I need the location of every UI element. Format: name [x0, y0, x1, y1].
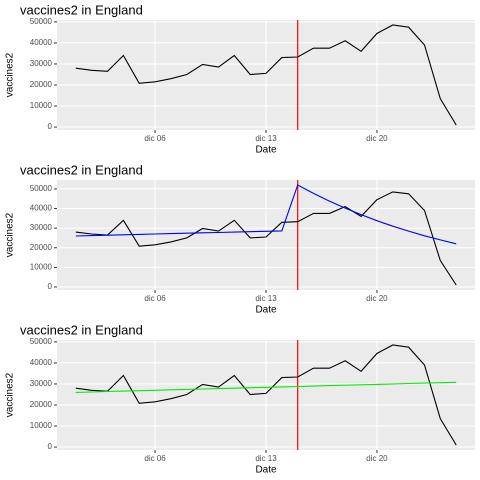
data-line: [75, 24, 457, 126]
chart-title: vaccines2 in England: [20, 2, 143, 17]
y-tick-label: 40000: [30, 358, 53, 367]
y-axis-title: vaccines2: [5, 372, 16, 417]
y-tick-label: 0: [48, 282, 53, 291]
x-tick-label: dic 20: [366, 134, 388, 143]
x-tick-label: dic 13: [255, 134, 277, 143]
y-tick-label: 50000: [30, 17, 53, 26]
y-tick-label: 30000: [30, 379, 53, 388]
x-tick-label: dic 20: [366, 454, 388, 463]
data-line: [75, 381, 457, 393]
data-line: [75, 344, 457, 446]
x-axis-title: Date: [255, 465, 277, 476]
chart-title: vaccines2 in England: [20, 162, 143, 177]
x-axis-title: Date: [255, 145, 277, 156]
y-tick-label: 10000: [30, 101, 53, 110]
y-tick-label: 20000: [30, 400, 53, 409]
y-tick-label: 0: [48, 122, 53, 131]
x-tick-label: dic 13: [255, 454, 277, 463]
y-tick-label: 20000: [30, 243, 53, 252]
data-line: [75, 191, 457, 286]
data-line: [75, 184, 457, 245]
y-tick-label: 0: [48, 442, 53, 451]
y-tick-label: 50000: [30, 184, 53, 193]
y-tick-label: 10000: [30, 421, 53, 430]
x-axis-title: Date: [255, 305, 277, 316]
x-tick-label: dic 06: [144, 134, 166, 143]
x-tick-label: dic 06: [144, 454, 166, 463]
chart-title: vaccines2 in England: [20, 322, 143, 337]
y-tick-label: 50000: [30, 337, 53, 346]
y-tick-label: 30000: [30, 59, 53, 68]
y-tick-label: 30000: [30, 223, 53, 232]
y-axis-title: vaccines2: [5, 212, 16, 257]
y-tick-label: 10000: [30, 262, 53, 271]
y-tick-label: 20000: [30, 80, 53, 89]
x-tick-label: dic 20: [366, 294, 388, 303]
x-tick-label: dic 06: [144, 294, 166, 303]
y-tick-label: 40000: [30, 204, 53, 213]
y-axis-title: vaccines2: [5, 52, 16, 97]
x-tick-label: dic 13: [255, 294, 277, 303]
y-tick-label: 40000: [30, 38, 53, 47]
